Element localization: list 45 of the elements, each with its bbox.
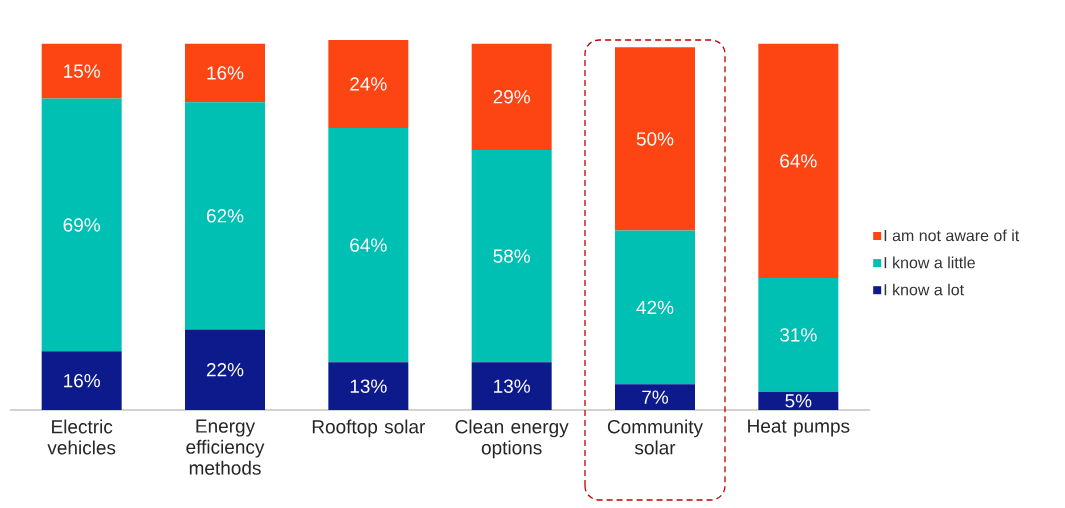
data-label: 16% bbox=[207, 66, 244, 80]
data-label: 22% bbox=[206, 363, 244, 377]
legend-label: I know a little bbox=[884, 256, 975, 269]
data-label: 62% bbox=[206, 209, 244, 223]
bar bbox=[471, 149, 552, 363]
data-label: 64% bbox=[780, 154, 817, 168]
bar bbox=[328, 362, 409, 410]
bar bbox=[758, 278, 839, 392]
bar bbox=[185, 329, 266, 410]
data-label: 64% bbox=[350, 238, 387, 252]
x-tick-label: Electric vehicles bbox=[47, 419, 116, 455]
x-tick-label: Community solar bbox=[607, 419, 703, 455]
bar bbox=[758, 43, 839, 279]
data-label: 50% bbox=[636, 132, 674, 146]
bar bbox=[41, 98, 122, 352]
bar bbox=[615, 47, 695, 231]
data-label: 31% bbox=[780, 328, 817, 342]
x-tick-label: Energy efficiency methods bbox=[186, 419, 265, 475]
bar bbox=[41, 351, 122, 410]
x-tick-label: Clean energy options bbox=[455, 419, 569, 459]
bar bbox=[328, 39, 409, 128]
x-tick-label: Heat pumps bbox=[748, 419, 850, 437]
data-label: 69% bbox=[63, 218, 101, 232]
data-label: 42% bbox=[636, 300, 674, 315]
data-label: 13% bbox=[350, 379, 387, 393]
data-label: 16% bbox=[64, 373, 101, 388]
bar bbox=[471, 43, 552, 150]
data-label: 24% bbox=[350, 77, 387, 91]
bar bbox=[758, 391, 839, 410]
data-label: 5% bbox=[785, 394, 812, 408]
data-label: 58% bbox=[493, 249, 530, 263]
data-label: 29% bbox=[493, 90, 530, 104]
data-label: 15% bbox=[64, 64, 101, 78]
bar bbox=[185, 102, 266, 330]
data-label: 13% bbox=[494, 379, 530, 393]
legend-label: I am not aware of it bbox=[884, 229, 1020, 242]
x-tick-label: Rooftop solar bbox=[312, 419, 426, 438]
bar bbox=[185, 43, 266, 103]
data-label: 7% bbox=[642, 390, 669, 404]
bar bbox=[615, 230, 695, 385]
bar bbox=[615, 384, 695, 410]
bar bbox=[328, 127, 409, 363]
bar bbox=[471, 362, 552, 410]
bar bbox=[41, 43, 122, 99]
legend-label: I know a lot bbox=[884, 283, 964, 296]
